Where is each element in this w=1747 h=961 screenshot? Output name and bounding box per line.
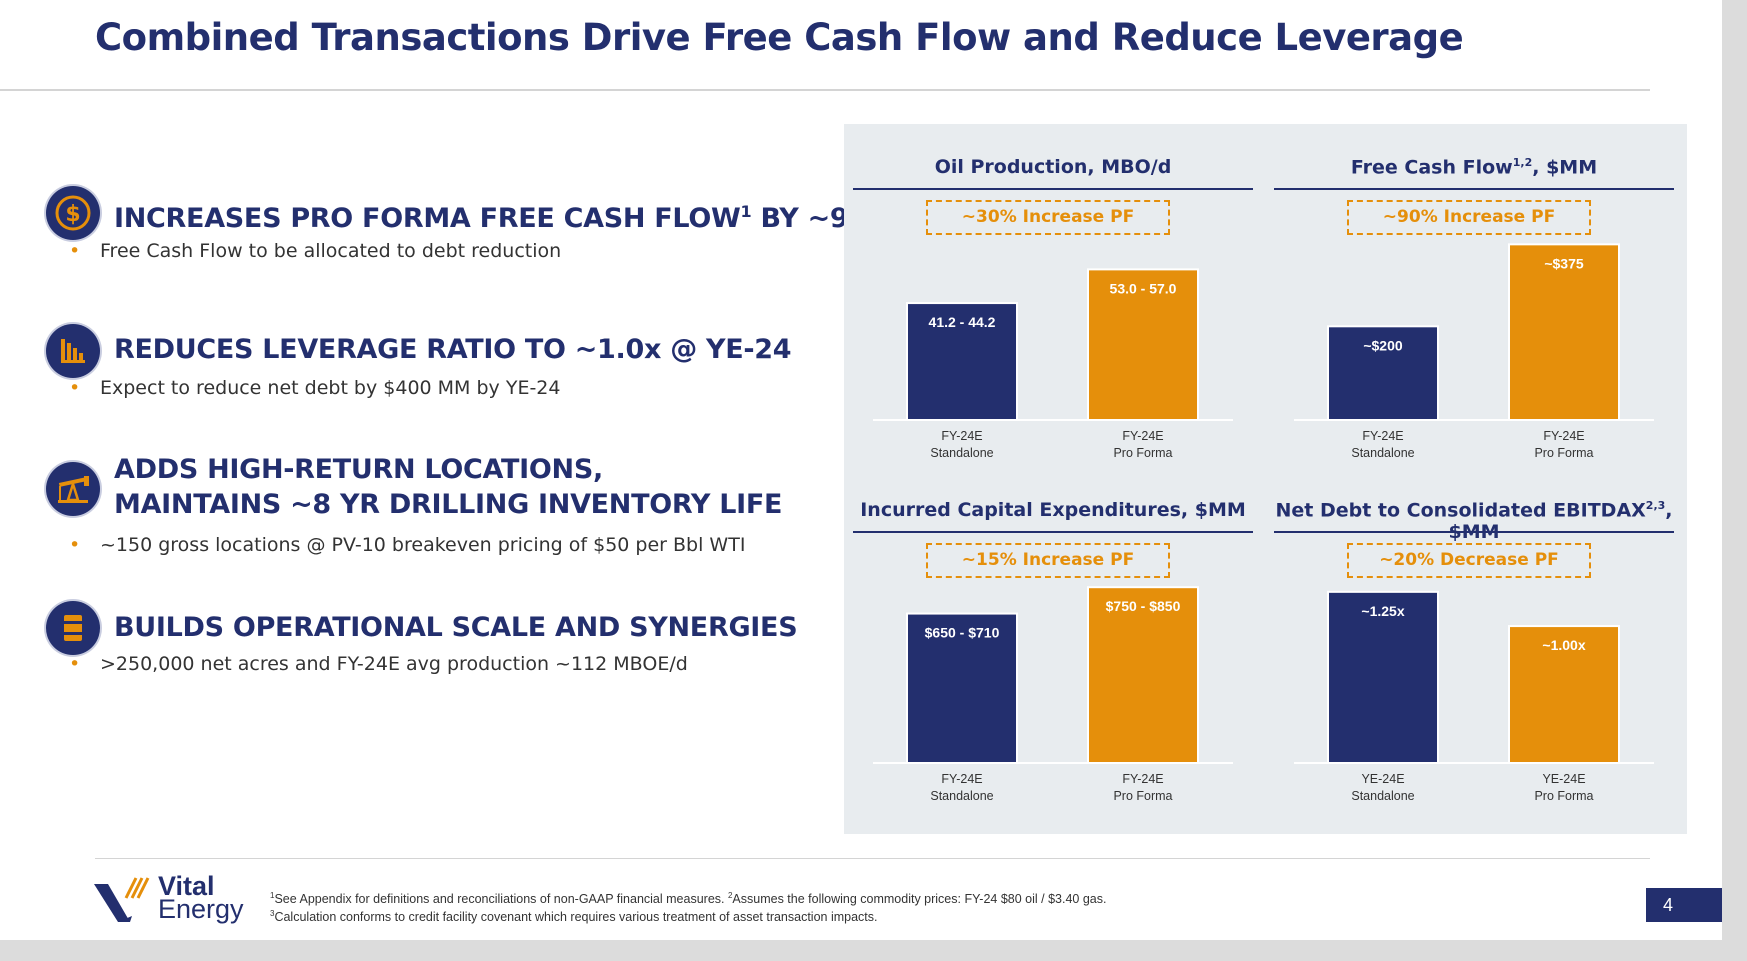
chart-title-rule bbox=[1274, 188, 1674, 190]
page-number: 4 bbox=[1646, 888, 1722, 922]
bullet-subtext: Expect to reduce net debt by $400 MM by … bbox=[69, 377, 561, 399]
x-tick-label: FY-24E Standalone bbox=[930, 429, 994, 460]
chart-title: Incurred Capital Expenditures, $MM bbox=[860, 499, 1246, 521]
bar-plot: 41.2 - 44.2 53.0 - 57.0 bbox=[873, 268, 1233, 421]
declining-bar-chart-icon bbox=[46, 324, 100, 378]
bar bbox=[1327, 325, 1439, 422]
bar-data-label: $650 - $710 bbox=[925, 625, 1000, 641]
dollar-coin-icon: $ bbox=[46, 186, 100, 240]
bar-data-label: ~1.00x bbox=[1542, 637, 1585, 653]
oil-pumpjack-icon bbox=[46, 462, 100, 516]
chart-title-rule bbox=[1274, 531, 1674, 533]
chart-title: Oil Production, MBO/d bbox=[934, 156, 1172, 178]
footnote-3: 3Calculation conforms to credit facility… bbox=[270, 909, 878, 925]
x-tick-label: YE-24E Standalone bbox=[1351, 772, 1415, 803]
page-title: Combined Transactions Drive Free Cash Fl… bbox=[95, 16, 1464, 59]
bar-plot: ~1.25x ~1.00x bbox=[1294, 590, 1654, 764]
svg-text:$: $ bbox=[65, 202, 80, 227]
bullet-heading-line2: MAINTAINS ~8 YR DRILLING INVENTORY LIFE bbox=[114, 489, 783, 520]
title-divider bbox=[0, 89, 1650, 91]
vital-energy-logo bbox=[94, 877, 150, 922]
bar-plot: $650 - $710 $750 - $850 bbox=[873, 586, 1233, 765]
chart-net-debt-ebitdax: Net Debt to Consolidated EBITDAX2,3, $MM… bbox=[1274, 481, 1674, 821]
bar bbox=[1087, 268, 1199, 421]
bar-data-label: 41.2 - 44.2 bbox=[929, 314, 996, 330]
chart-title: Net Debt to Consolidated EBITDAX2,3, $MM bbox=[1275, 499, 1673, 544]
bar bbox=[1508, 625, 1620, 764]
x-tick-label: FY-24E Standalone bbox=[930, 772, 994, 803]
x-tick-label: FY-24E Pro Forma bbox=[1534, 429, 1594, 460]
chart-callout: ~90% Increase PF bbox=[1347, 200, 1591, 235]
slide: Combined Transactions Drive Free Cash Fl… bbox=[0, 0, 1722, 940]
bar-data-label: ~$200 bbox=[1363, 337, 1403, 353]
bar-data-label: $750 - $850 bbox=[1106, 598, 1181, 614]
chart-free-cash-flow: Free Cash Flow1,2, $MM ~90% Increase PF … bbox=[1274, 138, 1674, 478]
footnote-1-2: 1See Appendix for definitions and reconc… bbox=[270, 891, 1107, 907]
x-tick-label: YE-24E Pro Forma bbox=[1534, 772, 1594, 803]
oil-barrel-icon bbox=[46, 601, 100, 655]
bullet-heading-line1: ADDS HIGH-RETURN LOCATIONS, bbox=[114, 454, 603, 485]
x-tick-label: FY-24E Pro Forma bbox=[1113, 772, 1173, 803]
footer-divider bbox=[95, 858, 1650, 859]
bullet-subtext: ~150 gross locations @ PV-10 breakeven p… bbox=[69, 534, 745, 556]
bar-data-label: ~1.25x bbox=[1361, 603, 1404, 619]
chart-callout: ~30% Increase PF bbox=[926, 200, 1170, 235]
bullet-heading: REDUCES LEVERAGE RATIO TO ~1.0x @ YE-24 bbox=[114, 334, 792, 365]
logo-wordmark: Vital Energy bbox=[158, 871, 244, 924]
chart-panel: Oil Production, MBO/d ~30% Increase PF 4… bbox=[844, 124, 1687, 834]
chart-callout: ~20% Decrease PF bbox=[1347, 543, 1591, 578]
bar bbox=[906, 612, 1018, 764]
bar bbox=[906, 302, 1018, 421]
chart-title-rule bbox=[853, 188, 1253, 190]
bar-plot: ~$200 ~$375 bbox=[1294, 243, 1654, 422]
bullet-subtext: >250,000 net acres and FY-24E avg produc… bbox=[69, 653, 688, 675]
chart-callout: ~15% Increase PF bbox=[926, 543, 1170, 578]
bar bbox=[1508, 243, 1620, 421]
bar-data-label: 53.0 - 57.0 bbox=[1110, 280, 1177, 296]
chart-title-rule bbox=[853, 531, 1253, 533]
bullet-subtext: Free Cash Flow to be allocated to debt r… bbox=[69, 240, 561, 262]
bullet-heading: INCREASES PRO FORMA FREE CASH FLOW1 BY ~… bbox=[114, 202, 894, 234]
chart-capex: Incurred Capital Expenditures, $MM ~15% … bbox=[853, 481, 1253, 821]
bar-data-label: ~$375 bbox=[1544, 255, 1584, 271]
chart-oil-production: Oil Production, MBO/d ~30% Increase PF 4… bbox=[853, 138, 1253, 478]
chart-title: Free Cash Flow1,2, $MM bbox=[1350, 156, 1598, 179]
x-tick-label: FY-24E Standalone bbox=[1351, 429, 1415, 460]
bullet-heading: BUILDS OPERATIONAL SCALE AND SYNERGIES bbox=[114, 612, 798, 643]
x-tick-label: FY-24E Pro Forma bbox=[1113, 429, 1173, 460]
bar bbox=[1327, 590, 1439, 764]
bar bbox=[1087, 586, 1199, 765]
